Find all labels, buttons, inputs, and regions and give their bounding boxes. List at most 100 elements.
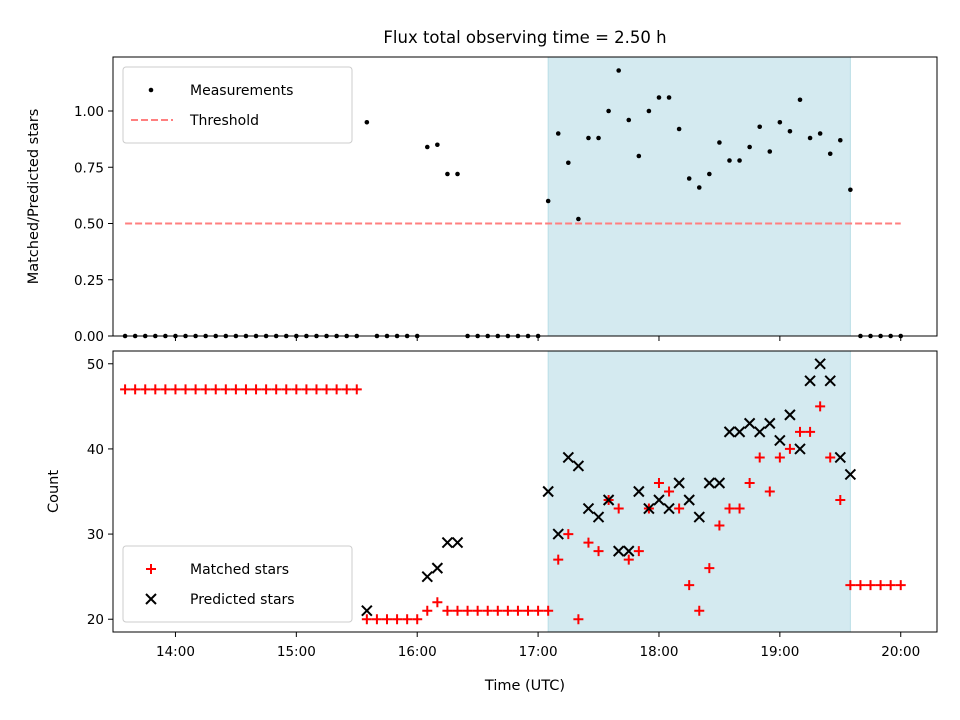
data-point [844,468,857,481]
data-point [704,563,715,574]
data-point [787,128,793,134]
data-point [794,443,806,455]
data-point [612,545,625,557]
data-point [754,426,766,438]
data-point [723,426,736,438]
data-point [653,494,665,506]
shaded-span [547,350,851,633]
y-tick-label: 0.75 [74,160,104,176]
data-point [696,185,702,190]
data-point [717,140,722,145]
legend-label: Threshold [189,113,259,129]
data-point [815,401,826,412]
data-point [737,158,742,163]
data-point [684,580,695,591]
data-point [676,126,682,132]
legend-box [122,545,353,623]
data-point [442,605,453,616]
data-point [834,451,847,464]
data-point [421,570,433,583]
legend-marker [145,593,157,605]
data-point [795,426,806,437]
data-point [656,95,662,100]
data-point [462,605,473,616]
x-tick-label: 20:00 [881,644,920,660]
data-point [733,426,746,438]
data-point [734,503,745,514]
data-point [542,485,554,498]
data-point [422,605,433,616]
data-point [200,384,211,395]
data-point [764,486,775,497]
y-axis-label: Count [46,470,62,513]
data-point [754,452,765,463]
data-point [777,119,783,125]
data-point [613,503,624,514]
data-point [502,605,513,616]
data-point [150,384,161,395]
y-tick-label: 30 [87,527,104,543]
data-point [431,562,444,574]
axes-frame [112,350,938,633]
x-tick-label: 16:00 [398,644,437,660]
data-point [451,536,464,549]
data-point [835,495,846,506]
data-point [261,384,272,395]
y-tick-label: 0.50 [74,217,104,233]
data-point [875,580,886,591]
data-point [543,605,554,616]
data-point [764,417,776,430]
data-point [666,95,672,100]
data-point [747,144,752,150]
data-point [402,614,413,625]
data-point [694,605,705,616]
data-point [251,384,262,395]
data-point [848,187,853,193]
data-point [885,580,896,591]
legend: Matched stars Predicted stars [122,545,353,623]
data-point [562,451,575,464]
data-point [341,384,352,395]
data-point [573,614,584,625]
data-point [592,511,605,523]
data-point [281,384,292,395]
x-tick-label: 19:00 [760,644,799,660]
shaded-span [547,56,851,337]
data-point [432,597,443,608]
data-point [190,384,201,395]
data-point [230,384,241,395]
data-point [381,614,392,625]
data-point [361,605,373,617]
data-point [724,503,735,514]
data-point [435,142,440,148]
data-point [331,384,342,395]
y-tick-label: 40 [87,442,104,458]
data-point [455,171,460,177]
data-point [492,605,503,616]
data-point [707,171,712,177]
data-point [412,614,423,625]
data-point [572,460,585,472]
data-point [180,384,191,395]
data-point [807,135,813,141]
data-point [472,605,483,616]
data-point [555,131,561,136]
legend: Measurements Threshold [122,66,353,144]
data-point [825,452,836,463]
data-point [130,384,141,395]
legend-label: Predicted stars [190,592,295,608]
data-point [160,384,171,395]
data-point [673,477,685,489]
data-point [583,537,594,548]
data-point [674,503,685,514]
data-point [576,216,581,222]
data-point [392,614,403,625]
x-tick-label: 14:00 [156,644,195,660]
legend-label: Measurements [190,83,293,99]
data-point [804,375,816,387]
data-point [441,536,454,549]
data-point [582,502,595,515]
y-tick-label: 0.00 [74,329,104,345]
data-point [663,502,675,515]
data-point [321,384,332,395]
